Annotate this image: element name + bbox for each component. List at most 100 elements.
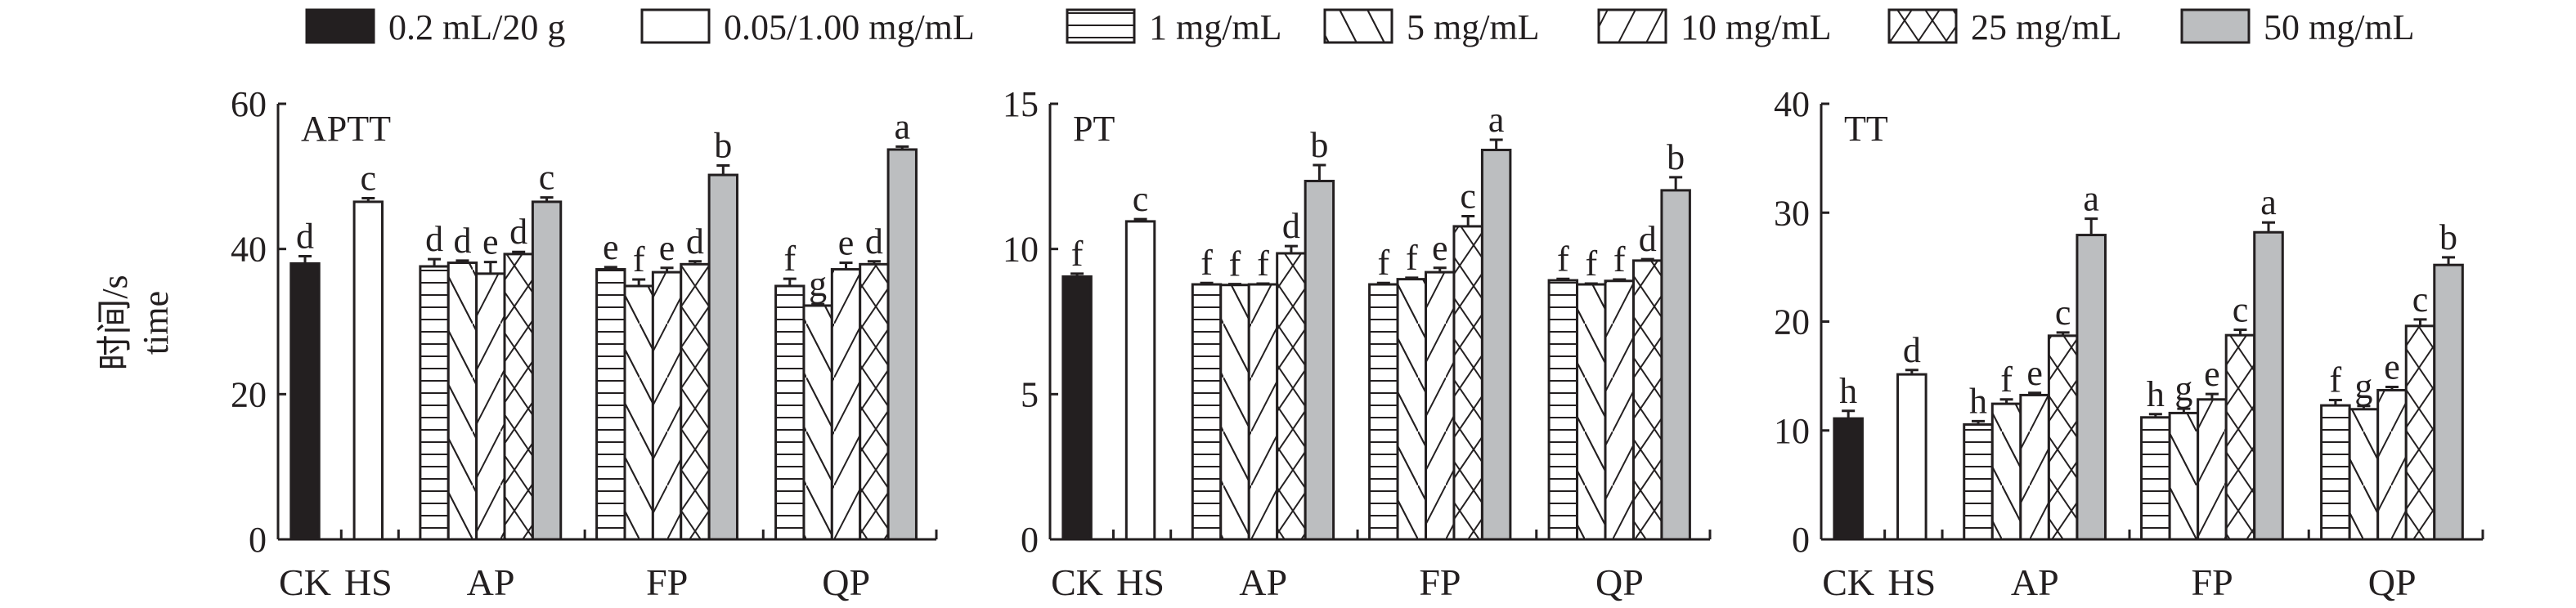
significance-letter: f (1377, 243, 1389, 283)
significance-letter: d (1639, 219, 1657, 259)
bar-fp-5mgml (1396, 278, 1428, 541)
bar-fp-50mgml (1480, 148, 1512, 541)
significance-letter: c (539, 158, 555, 198)
bar-qp-10mgml (830, 268, 862, 541)
significance-letter: e (1432, 228, 1448, 268)
legend-swatch-white (640, 8, 711, 44)
x-category-label: QP (2368, 561, 2417, 603)
panel-title: TT (1844, 109, 1888, 149)
significance-letter: g (809, 264, 827, 304)
legend-swatch-backslash (1323, 8, 1393, 44)
legend-label: 25 mg/mL (1971, 7, 2122, 47)
significance-letter: c (2412, 279, 2429, 320)
y-tick-label: 20 (231, 374, 267, 414)
significance-letter: f (2330, 360, 2342, 400)
x-category-label: FP (1419, 561, 1461, 603)
x-category-label: AP (467, 561, 515, 603)
x-category-label: HS (1116, 561, 1165, 603)
bar-qp-50mgml (2433, 263, 2464, 541)
significance-letter: a (2083, 179, 2099, 219)
bar-qp-25mgml (2404, 324, 2436, 541)
significance-letter: f (1200, 243, 1213, 283)
legend-swatch-horizontal-lines (1066, 8, 1136, 44)
bar-fp-1mgml (595, 268, 626, 541)
significance-letter: f (1257, 244, 1269, 284)
significance-letter: d (686, 221, 704, 262)
bar-qp-1mgml (1547, 279, 1579, 541)
y-axis-title-en: time (136, 291, 176, 355)
bar-qp-5mgml (802, 304, 833, 541)
bar-fp-5mgml (623, 284, 654, 541)
bar-ap-25mgml (2047, 334, 2079, 541)
significance-letter: d (1282, 206, 1300, 246)
bar-fp-50mgml (2253, 230, 2284, 541)
significance-letter: b (1667, 137, 1685, 177)
significance-letter: a (894, 106, 910, 146)
bar-fp-10mgml (2197, 398, 2228, 541)
bar-ap-10mgml (475, 272, 506, 541)
y-tick-label: 30 (1774, 193, 1810, 233)
bar-ck (289, 262, 321, 541)
legend: 0.2 mL/20 g 0.05/1.00 mg/mL 1 mg/mL 5 mg/mL… (305, 7, 2415, 47)
significance-letter: e (2026, 353, 2043, 393)
significance-letter: e (482, 222, 499, 262)
y-axis-title: 时间/s time (95, 275, 176, 370)
significance-letter: c (2233, 289, 2249, 329)
significance-letter: e (603, 227, 619, 267)
panel-title: PT (1073, 109, 1115, 149)
y-axis-title-cn: 时间/s (95, 275, 135, 370)
legend-swatch-crosshatch (1887, 8, 1958, 44)
bar-qp-50mgml (1660, 189, 1691, 541)
bar-ap-5mgml (1219, 284, 1250, 541)
bar-ap-1mgml (419, 265, 450, 541)
y-tick-label: 40 (231, 230, 267, 270)
significance-letter: d (425, 219, 443, 259)
bar-ck (1061, 275, 1093, 541)
significance-letter: f (1406, 238, 1418, 278)
panel-title: APTT (301, 109, 391, 149)
significance-letter: g (2174, 369, 2192, 409)
y-tick-label: 5 (1021, 374, 1039, 414)
legend-label: 0.05/1.00 mg/mL (724, 7, 975, 47)
significance-letter: f (633, 239, 645, 279)
significance-letter: g (2354, 366, 2372, 406)
bar-fp-1mgml (2140, 416, 2171, 541)
significance-letter: e (2384, 346, 2400, 387)
x-category-label: AP (2011, 561, 2059, 603)
x-category-label: CK (279, 561, 331, 603)
significance-letter: e (659, 228, 675, 268)
significance-letter: f (1613, 239, 1626, 279)
bar-qp-5mgml (2348, 408, 2380, 541)
bar-ap-1mgml (1191, 283, 1223, 541)
bar-qp-25mgml (1631, 259, 1663, 541)
bar-ap-50mgml (531, 200, 563, 541)
x-category-label: CK (1822, 561, 1874, 603)
bar-fp-25mgml (2224, 333, 2256, 541)
significance-letter: f (2000, 360, 2013, 400)
bar-fp-25mgml (680, 262, 711, 541)
significance-letter: e (838, 223, 855, 263)
significance-letter: d (296, 217, 314, 257)
bar-fp-10mgml (651, 270, 683, 541)
bar-ap-10mgml (1247, 283, 1279, 541)
y-tick-label: 60 (231, 84, 267, 124)
bar-fp-50mgml (707, 173, 738, 541)
y-tick-label: 10 (1774, 411, 1810, 451)
bar-ap-50mgml (2076, 234, 2107, 541)
bar-fp-25mgml (1452, 225, 1483, 541)
significance-letter: f (1229, 244, 1241, 284)
x-category-label: QP (822, 561, 870, 603)
x-category-label: QP (1595, 561, 1644, 603)
bar-fp-10mgml (1425, 270, 1456, 541)
significance-letter: e (2204, 354, 2220, 394)
bar-ap-25mgml (503, 253, 534, 541)
legend-label: 1 mg/mL (1149, 7, 1282, 47)
bar-ck (1833, 417, 1864, 541)
significance-letter: a (1488, 100, 1505, 140)
bar-fp-1mgml (1368, 283, 1399, 541)
significance-letter: c (2055, 293, 2071, 333)
bar-ap-50mgml (1304, 180, 1335, 541)
x-category-label: CK (1051, 561, 1103, 603)
